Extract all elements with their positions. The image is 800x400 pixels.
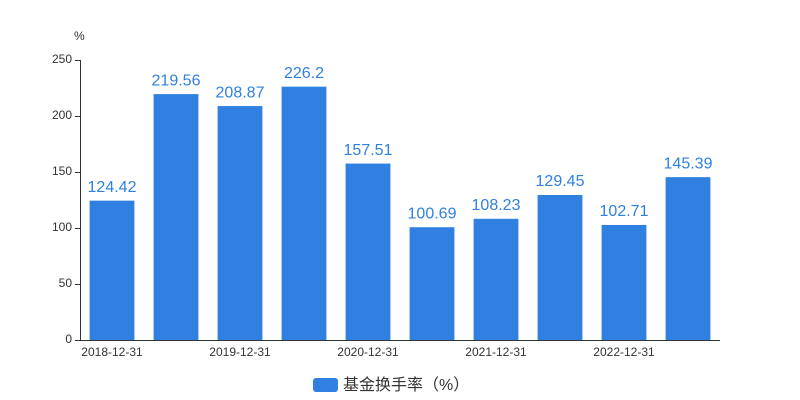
x-tick-label: 2021-12-31 [465,345,527,359]
value-label: 100.69 [408,205,457,222]
bar [153,94,199,340]
y-tick-label: 50 [59,276,73,290]
bar [89,200,135,340]
bar [601,224,647,340]
bar [473,218,519,340]
legend-swatch [313,378,338,392]
value-label: 102.71 [600,203,649,220]
bar [409,227,455,340]
x-tick-label: 2020-12-31 [337,345,399,359]
value-label: 226.2 [284,65,324,82]
y-tick-label: 200 [52,108,72,122]
value-label: 124.42 [88,179,137,196]
bar [281,86,327,340]
y-tick-label: 100 [52,220,72,234]
y-tick-label: 0 [65,332,72,346]
y-tick-label: 250 [52,52,72,66]
x-tick-label: 2022-12-31 [593,345,655,359]
y-tick-label: 150 [52,164,72,178]
bar [537,195,583,340]
value-label: 129.45 [536,173,585,190]
value-label: 108.23 [472,197,521,214]
x-tick-label: 2019-12-31 [209,345,271,359]
bar [345,163,391,340]
value-label: 219.56 [152,72,201,89]
x-tick-label: 2018-12-31 [81,345,143,359]
legend-label: 基金换手率（%） [343,376,469,394]
value-label: 157.51 [344,142,393,159]
value-label: 208.87 [216,84,265,101]
bar [665,177,711,340]
value-label: 145.39 [664,155,713,172]
y-axis-label: % [74,29,85,43]
bar [217,106,263,340]
